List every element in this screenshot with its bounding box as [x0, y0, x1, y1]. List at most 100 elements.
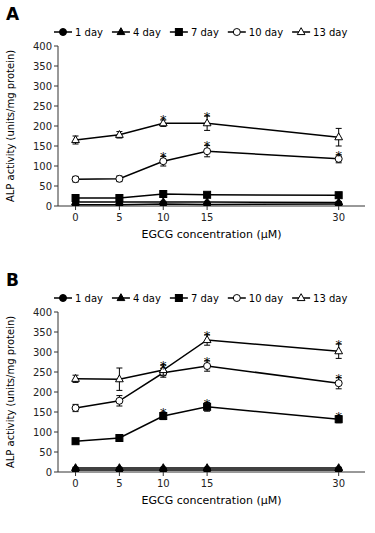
legend-marker — [60, 29, 67, 36]
x-axis-label: EGCG concentration (μM) — [142, 494, 282, 507]
error-bar — [116, 176, 122, 182]
error-cap — [116, 406, 122, 407]
error-bar — [116, 368, 122, 390]
y-tick — [54, 372, 58, 373]
x-tick-label: 5 — [116, 478, 122, 489]
x-tick — [119, 206, 120, 210]
series-line — [76, 407, 339, 441]
y-tick — [54, 392, 58, 393]
error-cap — [73, 144, 79, 145]
error-bar — [116, 396, 122, 406]
legend-item: 7 day — [170, 27, 219, 38]
x-tick — [119, 472, 120, 476]
point — [203, 464, 211, 471]
y-tick-label: 400 — [33, 307, 52, 318]
point — [116, 131, 124, 138]
y-tick-label: 150 — [33, 407, 52, 418]
annotation: * — [335, 337, 342, 352]
y-tick-label: 150 — [33, 141, 52, 152]
legend-marker — [297, 28, 305, 35]
legend-label: 13 day — [313, 293, 347, 304]
legend-item: 4 day — [112, 293, 161, 304]
annotation: * — [204, 354, 211, 369]
y-tick — [54, 186, 58, 187]
error-cap — [336, 358, 342, 359]
point — [335, 192, 342, 199]
y-tick — [54, 46, 58, 47]
error-cap — [204, 371, 210, 372]
y-tick — [54, 146, 58, 147]
point — [72, 438, 79, 445]
legend-item: 1 day — [54, 27, 103, 38]
point — [72, 176, 79, 183]
annotation: * — [160, 149, 167, 164]
legend-label: 1 day — [75, 27, 103, 38]
point — [335, 133, 343, 140]
panel-label: B — [6, 270, 19, 290]
y-tick — [54, 166, 58, 167]
legend-marker — [233, 29, 240, 36]
y-tick-label: 400 — [33, 41, 52, 52]
legend-marker — [175, 295, 182, 302]
point — [116, 175, 123, 182]
legend-item: 10 day — [228, 293, 283, 304]
x-tick — [163, 472, 164, 476]
point — [72, 464, 80, 471]
series — [72, 191, 342, 202]
y-tick — [54, 352, 58, 353]
legend-item: 7 day — [170, 293, 219, 304]
series — [72, 335, 343, 391]
annotation: * — [160, 112, 167, 127]
legend-marker — [60, 295, 67, 302]
legend-marker — [233, 295, 240, 302]
data-area — [72, 116, 343, 206]
error-bar — [336, 128, 342, 146]
error-bar — [73, 404, 79, 411]
annotation: * — [204, 396, 211, 411]
point — [72, 405, 79, 412]
y-tick — [54, 106, 58, 107]
error-cap — [204, 411, 210, 412]
error-cap — [116, 395, 122, 396]
error-cap — [336, 146, 342, 147]
legend-label: 10 day — [249, 293, 283, 304]
error-bar — [73, 375, 79, 382]
series-line — [76, 340, 339, 379]
error-bar — [116, 435, 122, 441]
y-tick — [54, 452, 58, 453]
x-tick-label: 0 — [72, 478, 78, 489]
annotation: * — [335, 409, 342, 424]
legend-item: 4 day — [112, 27, 161, 38]
legend-label: 1 day — [75, 293, 103, 304]
x-tick-label: 0 — [72, 212, 78, 223]
x-tick — [338, 206, 339, 210]
point — [116, 464, 124, 471]
x-axis-line — [58, 472, 365, 473]
annotation: * — [160, 361, 167, 376]
y-tick-label: 350 — [33, 327, 52, 338]
point — [116, 435, 123, 442]
error-bar — [73, 136, 79, 144]
legend-item: 13 day — [292, 293, 347, 304]
legend-marker — [297, 294, 305, 301]
error-bar — [73, 176, 79, 182]
point — [159, 198, 167, 205]
legend-item: 13 day — [292, 27, 347, 38]
y-tick — [54, 206, 58, 207]
panel-label: A — [6, 4, 20, 24]
point — [160, 191, 167, 198]
x-tick-label: 10 — [157, 478, 170, 489]
legend: 1 day 4 day 7 day 10 day 13 day — [54, 293, 347, 304]
x-tick-label: 15 — [201, 212, 214, 223]
annotation: * — [204, 328, 211, 343]
legend-marker — [117, 294, 125, 301]
y-tick-label: 100 — [33, 161, 52, 172]
y-axis-label: ALP activity (units/mg protein) — [5, 316, 16, 468]
y-tick-label: 200 — [33, 387, 52, 398]
y-tick-label: 100 — [33, 427, 52, 438]
y-tick-label: 250 — [33, 367, 52, 378]
legend-marker — [175, 29, 182, 36]
y-tick — [54, 86, 58, 87]
error-cap — [160, 166, 166, 167]
legend: 1 day4 day7 day10 day13 day — [54, 27, 347, 38]
